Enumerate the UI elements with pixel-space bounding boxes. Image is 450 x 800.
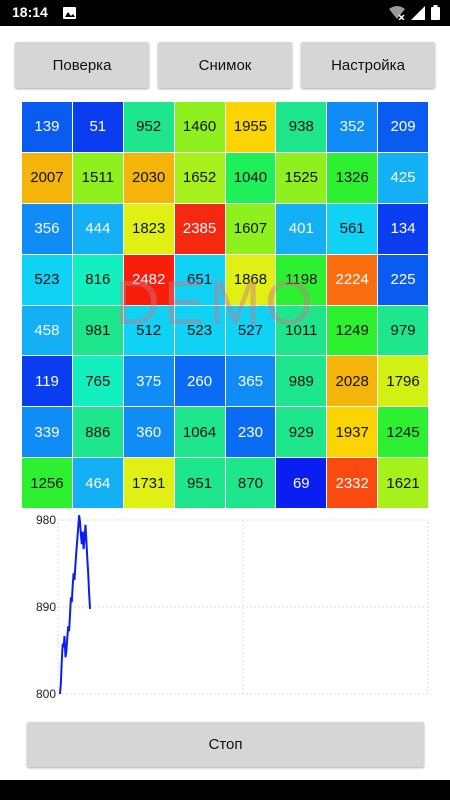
grid-cell: 1040	[225, 152, 276, 203]
grid-cell: 352	[327, 102, 378, 152]
snapshot-button[interactable]: Снимок	[158, 42, 292, 88]
grid-cell: 2007	[22, 152, 72, 203]
signal-icon	[411, 5, 425, 20]
grid-cell: 816	[72, 254, 123, 305]
grid-cell: 527	[225, 305, 276, 356]
grid-cell: 1868	[225, 254, 276, 305]
grid-cell: 981	[72, 305, 123, 356]
navigation-bar	[0, 780, 450, 800]
grid-cell: 1460	[174, 102, 225, 152]
grid-cell: 2028	[327, 356, 378, 407]
grid-cell: 444	[72, 203, 123, 254]
grid-cell: 512	[123, 305, 174, 356]
grid-cell: 2224	[327, 254, 378, 305]
grid-cell: 139	[22, 102, 72, 152]
grid-cell: 1198	[276, 254, 327, 305]
y-tick-label: 890	[36, 600, 56, 614]
grid-cell: 1652	[174, 152, 225, 203]
grid-cell: 2482	[123, 254, 174, 305]
grid-cell: 523	[22, 254, 72, 305]
grid-cell: 1511	[72, 152, 123, 203]
grid-cell: 339	[22, 407, 72, 458]
grid-cell: 1621	[378, 458, 428, 508]
y-tick-label: 800	[36, 687, 56, 698]
battery-icon	[431, 5, 440, 20]
grid-cell: 2030	[123, 152, 174, 203]
grid-cell: 1607	[225, 203, 276, 254]
stop-button[interactable]: Стоп	[27, 722, 424, 767]
grid-cell: 938	[276, 102, 327, 152]
status-icons	[389, 5, 440, 20]
status-bar: 18:14	[0, 0, 450, 26]
grid-cell: 1249	[327, 305, 378, 356]
grid-cell: 260	[174, 356, 225, 407]
status-time: 18:14	[12, 4, 48, 20]
grid-cell: 360	[123, 407, 174, 458]
grid-cell: 1256	[22, 458, 72, 508]
grid-cell: 1796	[378, 356, 428, 407]
grid-cell: 1011	[276, 305, 327, 356]
series-line	[59, 515, 91, 695]
grid-cell: 765	[72, 356, 123, 407]
grid-cell: 1937	[327, 407, 378, 458]
grid-cell: 929	[276, 407, 327, 458]
grid-cell: 1245	[378, 407, 428, 458]
grid-cell: 870	[225, 458, 276, 508]
grid-cell: 951	[174, 458, 225, 508]
settings-button[interactable]: Настройка	[301, 42, 435, 88]
grid-cell: 886	[72, 407, 123, 458]
grid-cell: 365	[225, 356, 276, 407]
grid-cell: 119	[22, 356, 72, 407]
grid-cell: 1823	[123, 203, 174, 254]
grid-cell: 989	[276, 356, 327, 407]
grid-cell: 230	[225, 407, 276, 458]
sensor-grid: 139 51 952 1460 1955 938 352 209 2007 1511 2030 165…	[22, 102, 428, 508]
grid-cell: 1326	[327, 152, 378, 203]
grid-cell: 458	[22, 305, 72, 356]
grid-cell: 979	[378, 305, 428, 356]
verify-button[interactable]: Поверка	[15, 42, 149, 88]
grid-cell: 51	[72, 102, 123, 152]
grid-cell: 1525	[276, 152, 327, 203]
grid-cell: 651	[174, 254, 225, 305]
grid-cell: 225	[378, 254, 428, 305]
value-chart: 980 890 800	[36, 513, 429, 698]
grid-cell: 209	[378, 102, 428, 152]
image-notification-icon	[63, 7, 76, 19]
grid-cell: 2385	[174, 203, 225, 254]
grid-cell: 1955	[225, 102, 276, 152]
grid-cell: 464	[72, 458, 123, 508]
grid-cell: 1064	[174, 407, 225, 458]
grid-cell: 2332	[327, 458, 378, 508]
y-tick-label: 980	[36, 513, 56, 527]
grid-cell: 401	[276, 203, 327, 254]
grid-cell: 523	[174, 305, 225, 356]
grid-cell: 356	[22, 203, 72, 254]
grid-cell: 561	[327, 203, 378, 254]
grid-cell: 134	[378, 203, 428, 254]
grid-cell: 1731	[123, 458, 174, 508]
wifi-off-icon	[389, 5, 405, 20]
grid-cell: 952	[123, 102, 174, 152]
grid-cell: 375	[123, 356, 174, 407]
grid-cell: 425	[378, 152, 428, 203]
grid-cell: 69	[276, 458, 327, 508]
